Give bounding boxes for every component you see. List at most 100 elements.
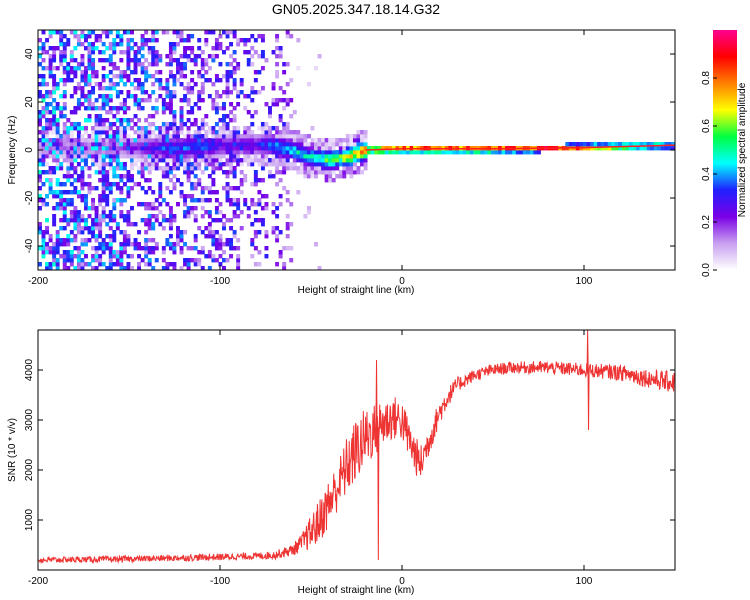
colorbar-scale (713, 30, 737, 270)
heatmap-cell (112, 142, 117, 147)
heatmap-cell (108, 122, 113, 127)
heatmap-cell (671, 142, 675, 147)
heatmap-cell (101, 182, 106, 187)
heatmap-cell (186, 210, 191, 215)
heatmap-cell (565, 142, 570, 147)
heatmap-cell (317, 150, 322, 155)
heatmap-cell (200, 266, 205, 270)
heatmap-cell (76, 86, 81, 91)
heatmap-cell (250, 142, 255, 147)
heatmap-cell (137, 82, 142, 87)
heatmap-cell (122, 250, 127, 255)
heatmap-cell (306, 82, 311, 87)
heatmap-cell (271, 142, 276, 147)
heatmap-cell (225, 70, 230, 75)
heatmap-cell (62, 182, 67, 187)
heatmap-cell (154, 242, 159, 247)
heatmap-cell (119, 70, 124, 75)
heatmap-cell (204, 158, 209, 163)
heatmap-cell (154, 38, 159, 43)
heatmap-cell (45, 250, 50, 255)
heatmap-cell (356, 134, 361, 139)
x-tick-label: -100 (210, 276, 230, 287)
heatmap-cell (600, 146, 605, 151)
heatmap-cell (108, 70, 113, 75)
heatmap-cell (214, 206, 219, 211)
heatmap-cell (614, 142, 619, 147)
heatmap-cell (112, 230, 117, 235)
heatmap-cell (122, 246, 127, 251)
heatmap-cell (62, 226, 67, 231)
heatmap-cell (66, 202, 71, 207)
heatmap-cell (653, 142, 658, 147)
snr-x-axis: -200 -100 0 100 (28, 330, 593, 587)
heatmap-cell (271, 50, 276, 55)
heatmap-cell (483, 150, 488, 155)
heatmap-cell (52, 130, 57, 135)
heatmap-cell (204, 122, 209, 127)
heatmap-cell (459, 150, 464, 155)
heatmap-cell (257, 90, 262, 95)
heatmap-cell (38, 162, 42, 167)
heatmap-cell (69, 50, 74, 55)
heatmap-cell (278, 150, 283, 155)
heatmap-cell (207, 250, 212, 255)
heatmap-cell (211, 162, 216, 167)
heatmap-cell (306, 166, 311, 171)
heatmap-cell (214, 122, 219, 127)
heatmap-cell (229, 202, 234, 207)
heatmap-cell (345, 170, 350, 175)
heatmap-cell (76, 246, 81, 251)
heatmap-cell (80, 194, 85, 199)
heatmap-cell (66, 178, 71, 183)
heatmap-cell (140, 106, 145, 111)
heatmap-cell (147, 94, 152, 99)
heatmap-cell (45, 102, 50, 107)
heatmap-cell (55, 242, 60, 247)
heatmap-cell (176, 146, 180, 151)
heatmap-cell (73, 246, 78, 251)
heatmap-cell (87, 154, 92, 159)
heatmap-cell (285, 98, 290, 103)
heatmap-cell (122, 146, 127, 151)
heatmap-cell (69, 66, 74, 71)
heatmap-cell (186, 82, 191, 87)
heatmap-cell (253, 38, 258, 43)
heatmap-cell (186, 162, 191, 167)
heatmap-cell (151, 74, 156, 79)
heatmap-cell (253, 142, 258, 147)
heatmap-cell (172, 186, 177, 191)
heatmap-cell (108, 166, 113, 171)
heatmap-cell (158, 210, 163, 215)
heatmap-cell (84, 166, 88, 171)
heatmap-cell (62, 214, 67, 219)
heatmap-cell (52, 222, 57, 227)
heatmap-cell (207, 138, 212, 143)
heatmap-cell (229, 74, 234, 79)
heatmap-cell (186, 150, 191, 155)
heatmap-cell (168, 74, 173, 79)
heatmap-cell (331, 162, 336, 167)
heatmap-cell (168, 158, 173, 163)
heatmap-cell (236, 142, 241, 147)
heatmap-cell (55, 106, 60, 111)
heatmap-cell (133, 246, 138, 251)
heatmap-cell (204, 166, 209, 171)
heatmap-cell (176, 242, 180, 247)
heatmap-cell (636, 142, 641, 147)
heatmap-cell (207, 214, 212, 219)
heatmap-cell (193, 122, 198, 127)
heatmap-cell (38, 154, 42, 159)
heatmap-cell (98, 154, 103, 159)
heatmap-cell (140, 38, 145, 43)
heatmap-cell (179, 126, 184, 131)
heatmap-cell (338, 146, 343, 151)
heatmap-cell (183, 142, 188, 147)
heatmap-cell (84, 142, 88, 147)
heatmap-cell (158, 142, 163, 147)
heatmap-cell (183, 166, 188, 171)
heatmap-cell (275, 158, 280, 163)
heatmap-cell (122, 110, 127, 115)
heatmap-cell (158, 134, 163, 139)
heatmap-cell (356, 130, 361, 135)
